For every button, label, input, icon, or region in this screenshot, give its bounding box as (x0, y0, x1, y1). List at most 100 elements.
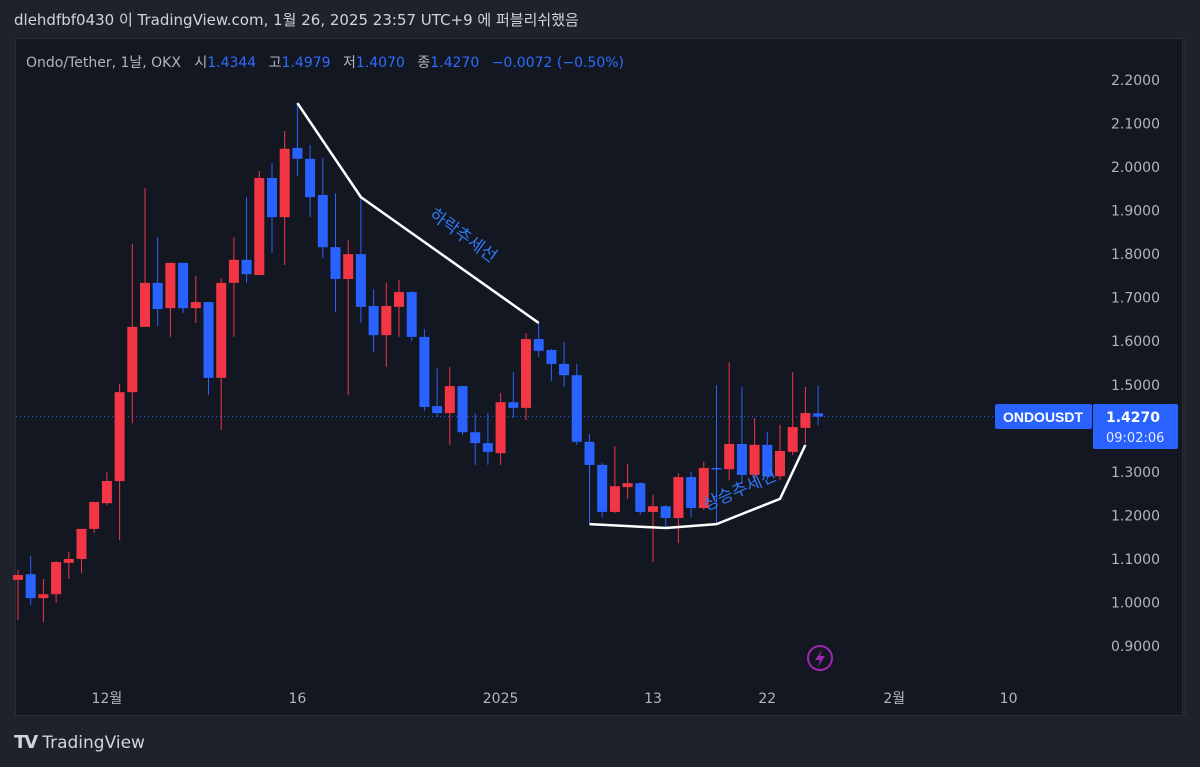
time-tick-label: 13 (644, 691, 662, 707)
high-label: 고 (268, 55, 282, 71)
candle-body (63, 558, 74, 563)
candle (292, 103, 303, 176)
candle-body (787, 427, 798, 452)
candle-body (521, 339, 531, 408)
candle (482, 413, 493, 465)
candle (101, 471, 112, 505)
candle-body (165, 262, 176, 309)
candle-body (114, 392, 125, 482)
candle-body (686, 477, 697, 508)
candle (254, 170, 265, 276)
candle-body (13, 575, 23, 580)
candle-body (25, 574, 36, 599)
candle (457, 386, 468, 435)
candle-body (267, 177, 277, 218)
open-label: 시 (194, 55, 208, 71)
candle (38, 578, 49, 623)
candle-body (279, 148, 290, 218)
candle-body (571, 375, 582, 442)
time-tick-label: 16 (288, 691, 306, 707)
symbol-title: Ondo/Tether, 1날, OKX (26, 55, 181, 71)
candle-body (673, 477, 684, 519)
time-tick-label: 22 (758, 691, 776, 707)
price-tick-label: 2.2000 (1111, 73, 1160, 89)
candle-body (736, 443, 747, 475)
candle-body (660, 506, 671, 519)
price-tick-label: 1.2000 (1111, 508, 1160, 524)
candle (609, 446, 620, 514)
candle (686, 471, 697, 518)
candle (597, 463, 608, 518)
price-tick-label: 0.9000 (1111, 639, 1160, 655)
downtrend-line (296, 102, 540, 324)
candle (228, 237, 239, 337)
candle-body (38, 594, 49, 599)
price-tick-label: 1.0000 (1111, 595, 1160, 611)
price-tick-label: 2.0000 (1111, 160, 1160, 176)
open-value: 1.4344 (207, 55, 257, 71)
candle (279, 130, 290, 266)
candle-body (711, 467, 722, 470)
candle (76, 528, 87, 573)
candle-body (597, 464, 608, 512)
candle-body (355, 254, 366, 307)
candle-body (508, 402, 519, 408)
price-tick-label: 1.5000 (1111, 378, 1160, 394)
lightning-icon[interactable] (807, 645, 833, 671)
candle-body (444, 386, 455, 414)
candle-body (343, 254, 354, 279)
candle (533, 322, 544, 357)
candle-body (813, 413, 824, 417)
brand-name: TradingView (42, 732, 145, 753)
candle-body (762, 444, 773, 477)
candle (724, 362, 735, 481)
candle (406, 291, 417, 342)
price-tick-label: 2.1000 (1111, 117, 1160, 133)
candle-body (482, 443, 493, 452)
countdown-text: 09:02:06 (1106, 431, 1164, 446)
candle (559, 342, 570, 387)
candle-body (228, 259, 239, 283)
candle-body (254, 177, 265, 276)
candle-body (749, 444, 760, 475)
footer-brand[interactable]: T𝗩 TradingView (14, 732, 145, 753)
candle (762, 432, 773, 481)
candle-body (305, 158, 316, 198)
candle-body (698, 467, 709, 508)
candle-body (216, 282, 227, 378)
candle-body (51, 561, 62, 595)
symbol-tag-text: ONDOUSDT (1003, 409, 1084, 425)
time-tick-label: 2월 (883, 691, 905, 707)
candle-body (152, 282, 163, 310)
candle (736, 386, 747, 485)
price-tick-label: 1.3000 (1111, 465, 1160, 481)
candle-body (140, 282, 150, 327)
candle (622, 464, 633, 499)
candle-body (292, 147, 303, 159)
candle (432, 368, 443, 417)
candle-body (546, 349, 557, 364)
candle (25, 555, 36, 606)
candle (63, 551, 74, 579)
candle (444, 366, 455, 445)
candle (673, 473, 684, 543)
candle (355, 197, 366, 323)
candle-body (381, 305, 392, 336)
candle-body (584, 441, 595, 465)
candle-body (648, 506, 658, 512)
candle-body (432, 406, 443, 414)
change-value: −0.0072 (−0.50%) (491, 55, 624, 71)
candle (698, 461, 709, 511)
candle (787, 372, 798, 455)
candle-body (101, 481, 112, 504)
downtrend-line-label: 하락추세선 (425, 205, 500, 267)
candle (165, 262, 176, 337)
candle-body (495, 402, 506, 454)
candle-body (533, 339, 544, 351)
candle-body (330, 247, 341, 279)
candle (419, 329, 430, 411)
candle-body (775, 450, 785, 477)
candle (749, 417, 760, 481)
published-by-line: dlehdfbf0430 이 TradingView.com, 1월 26, 2… (14, 11, 579, 29)
